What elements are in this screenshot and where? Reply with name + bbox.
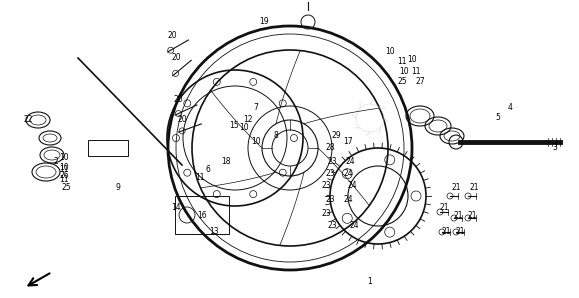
- Text: 10: 10: [251, 137, 261, 147]
- Text: 10: 10: [239, 123, 249, 133]
- Text: 19: 19: [259, 18, 269, 27]
- Text: 22: 22: [23, 116, 33, 125]
- Text: 20: 20: [167, 32, 177, 41]
- Text: 21: 21: [455, 227, 465, 237]
- Text: 11: 11: [59, 165, 69, 175]
- Text: 24: 24: [343, 170, 353, 179]
- Text: 9: 9: [116, 184, 120, 193]
- Text: 24: 24: [345, 158, 355, 167]
- Text: 21: 21: [439, 204, 449, 212]
- Text: 20: 20: [173, 95, 183, 105]
- Text: 16: 16: [197, 212, 207, 221]
- Text: 23: 23: [325, 170, 335, 179]
- Text: 27: 27: [415, 77, 425, 86]
- Text: 11: 11: [397, 58, 407, 66]
- Text: 10: 10: [385, 47, 395, 57]
- Text: 21: 21: [451, 184, 461, 193]
- Text: 15: 15: [229, 122, 239, 131]
- Text: 20: 20: [171, 54, 181, 63]
- Text: 21: 21: [469, 184, 479, 193]
- Text: 2: 2: [54, 158, 58, 167]
- Text: 28: 28: [325, 144, 335, 153]
- Text: 23: 23: [321, 209, 331, 218]
- Text: 26: 26: [59, 172, 69, 181]
- Text: 11: 11: [195, 173, 205, 182]
- Text: 10: 10: [399, 68, 409, 77]
- Text: 23: 23: [327, 158, 337, 167]
- Text: 23: 23: [327, 221, 337, 230]
- Text: 10: 10: [407, 55, 417, 64]
- Text: 14: 14: [171, 204, 181, 212]
- Text: 1: 1: [368, 277, 372, 286]
- Text: 6: 6: [206, 165, 210, 175]
- Text: 23: 23: [321, 181, 331, 190]
- Text: 23: 23: [325, 195, 335, 204]
- Text: 5: 5: [496, 114, 500, 122]
- Text: 7: 7: [254, 103, 258, 113]
- Text: 21: 21: [441, 227, 450, 237]
- Text: 4: 4: [508, 103, 512, 113]
- Text: 11: 11: [59, 176, 69, 184]
- Text: 25: 25: [397, 77, 407, 86]
- Text: 12: 12: [243, 116, 253, 125]
- Text: 20: 20: [177, 116, 187, 125]
- Bar: [175, 196, 229, 234]
- Text: 13: 13: [209, 227, 219, 237]
- Text: 11: 11: [411, 68, 421, 77]
- Bar: [88, 140, 128, 156]
- Text: 10: 10: [59, 164, 69, 173]
- Text: 10: 10: [59, 153, 69, 162]
- Text: 24: 24: [349, 221, 359, 230]
- Text: 24: 24: [347, 181, 357, 190]
- Text: 3: 3: [552, 144, 558, 153]
- Text: 29: 29: [331, 131, 341, 140]
- Text: 18: 18: [221, 158, 231, 167]
- Text: 25: 25: [61, 184, 71, 193]
- Text: 21: 21: [453, 212, 463, 221]
- Text: 21: 21: [467, 212, 477, 221]
- Text: 17: 17: [343, 137, 353, 147]
- Text: 24: 24: [343, 195, 353, 204]
- Text: 8: 8: [274, 131, 278, 140]
